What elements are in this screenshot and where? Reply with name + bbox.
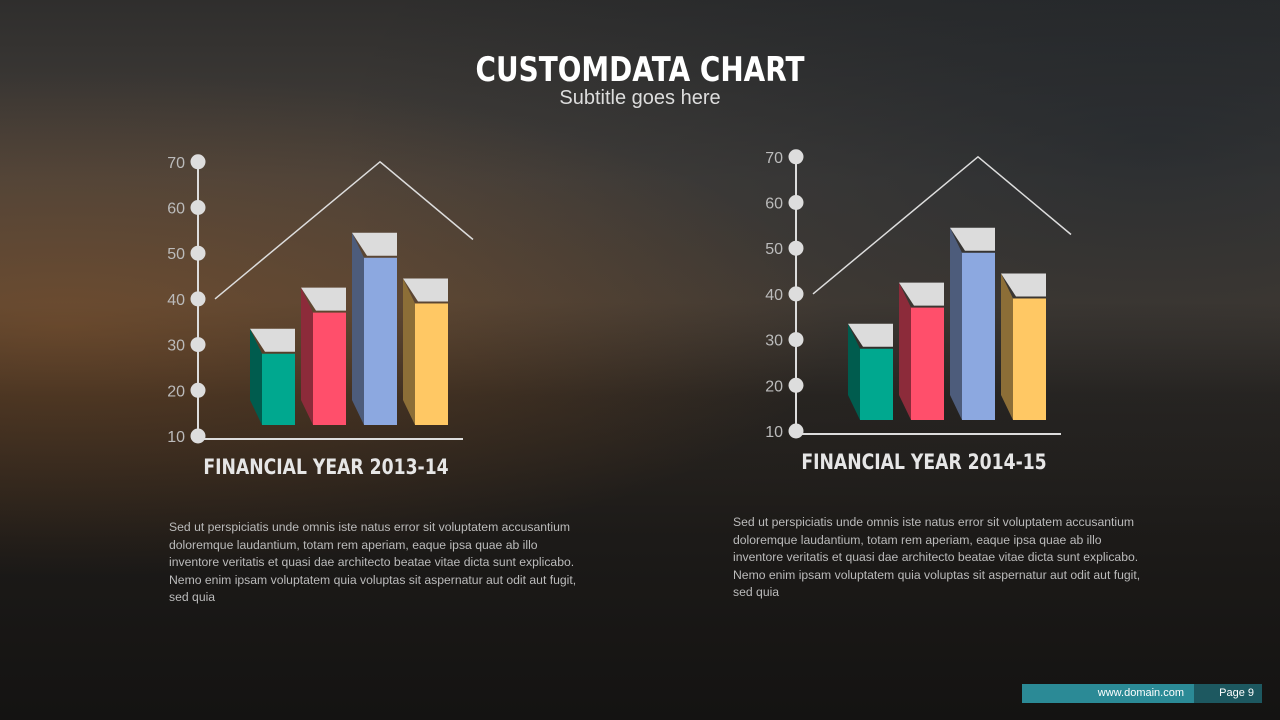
y-tick-label: 70	[167, 155, 185, 172]
y-tick-label: 20	[765, 378, 783, 395]
y-tick-label: 30	[167, 338, 185, 355]
page-title: CUSTOMDATA CHART	[475, 50, 805, 90]
y-tick-label: 50	[765, 241, 783, 258]
y-tick-dot	[788, 377, 804, 393]
bar-side	[301, 287, 313, 425]
bar-side	[1001, 273, 1013, 420]
y-tick-dot	[788, 195, 804, 210]
y-tick-dot	[190, 154, 206, 170]
trend-line	[214, 160, 474, 300]
y-tick-label: 60	[167, 201, 185, 218]
y-tick-dot	[190, 200, 206, 215]
bar-top	[899, 282, 944, 306]
bar-top	[1001, 273, 1046, 297]
bar-side	[250, 328, 262, 425]
chart-title: FINANCIAL YEAR 2014-15	[801, 449, 1046, 474]
bar-side	[950, 227, 962, 420]
y-tick-label: 10	[167, 429, 185, 446]
bar-top	[301, 287, 346, 311]
footer: www.domain.com Page 9	[1022, 684, 1262, 703]
bar-side	[899, 282, 911, 420]
y-tick-dot	[190, 382, 206, 398]
description-2: Sed ut perspiciatis unde omnis iste natu…	[733, 515, 1141, 599]
bar-top	[848, 323, 893, 347]
bar-top	[950, 227, 995, 251]
bar-top	[250, 328, 295, 352]
page-subtitle: Subtitle goes here	[559, 87, 721, 109]
y-tick-dot	[788, 423, 804, 439]
bar	[364, 257, 397, 425]
bar-top	[403, 278, 448, 302]
footer-url[interactable]: www.domain.com	[1022, 684, 1194, 703]
bar	[415, 303, 448, 425]
bar	[1013, 298, 1046, 420]
y-tick-dot	[190, 245, 206, 261]
page-number: Page 9	[1194, 684, 1262, 703]
bar-side	[403, 278, 415, 425]
bar-side	[848, 323, 860, 420]
y-tick-label: 60	[765, 196, 783, 213]
y-tick-label: 70	[765, 150, 783, 167]
description-1: Sed ut perspiciatis unde omnis iste natu…	[169, 520, 577, 604]
y-tick-label: 50	[167, 246, 185, 263]
y-tick-dot	[190, 291, 206, 307]
bar-side	[352, 232, 364, 425]
y-tick-dot	[190, 337, 206, 353]
y-tick-dot	[788, 149, 804, 165]
y-tick-label: 30	[765, 333, 783, 350]
y-tick-dot	[788, 286, 804, 302]
bar-top	[352, 232, 397, 256]
y-tick-dot	[788, 332, 804, 348]
y-tick-label: 10	[765, 424, 783, 441]
bar	[262, 353, 295, 425]
trend-line	[812, 155, 1072, 295]
bar	[313, 312, 346, 425]
bar	[860, 348, 893, 420]
bar	[962, 252, 995, 420]
y-tick-dot	[190, 428, 206, 444]
chart-title: FINANCIAL YEAR 2013-14	[203, 454, 448, 479]
y-tick-label: 40	[167, 292, 185, 309]
bar	[911, 307, 944, 420]
y-tick-label: 40	[765, 287, 783, 304]
y-tick-label: 20	[167, 383, 185, 400]
y-tick-dot	[788, 240, 804, 256]
